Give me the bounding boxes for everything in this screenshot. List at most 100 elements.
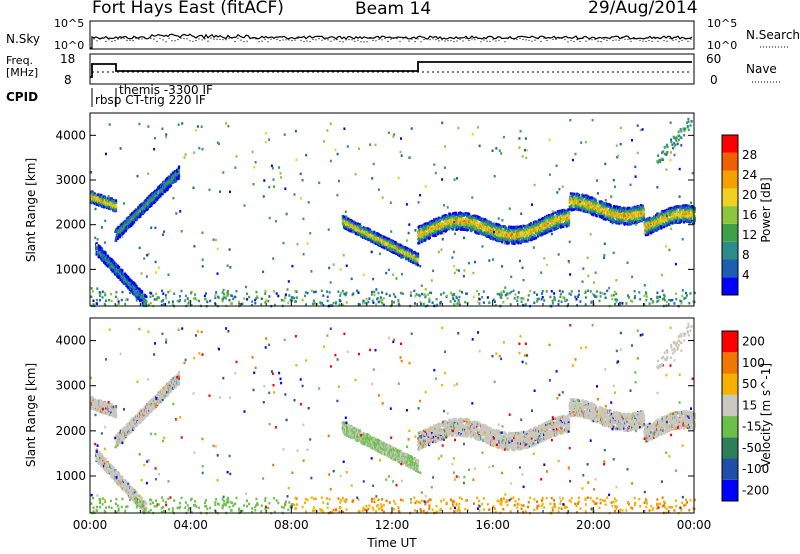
nsearch-dot bbox=[351, 39, 353, 41]
power-echo-cell bbox=[377, 236, 380, 240]
power-echo-cell bbox=[417, 252, 420, 255]
nsearch-dot bbox=[96, 40, 98, 42]
power-echo-cell bbox=[158, 195, 161, 199]
nsearch-dot bbox=[522, 38, 524, 41]
nsearch-dot bbox=[144, 37, 146, 40]
power-echo-cell bbox=[401, 254, 404, 257]
power-echo-cell bbox=[178, 166, 181, 170]
power-echo-cell bbox=[343, 215, 346, 219]
power-echo-cell bbox=[371, 240, 374, 244]
nsearch-dot bbox=[375, 40, 377, 42]
power-echo-cell bbox=[118, 266, 121, 269]
nsearch-dot bbox=[585, 40, 587, 42]
power-echo-cell bbox=[127, 286, 130, 290]
power-echo-cell bbox=[142, 211, 145, 214]
power-echo-cell bbox=[359, 225, 362, 228]
power-echo-cell bbox=[175, 179, 178, 182]
nsearch-dot bbox=[231, 37, 233, 39]
nsearch-dot bbox=[411, 38, 413, 40]
power-echo-cell bbox=[417, 225, 420, 229]
power-echo-cell bbox=[354, 224, 357, 227]
power-echo-cell bbox=[417, 263, 420, 267]
nsearch-dot bbox=[615, 39, 617, 41]
power-echo-cell bbox=[102, 203, 105, 206]
freq-tick-top: 18 bbox=[60, 52, 75, 66]
power-echo-cell bbox=[114, 204, 117, 207]
power-echo-cell bbox=[354, 222, 357, 225]
nsearch-dot bbox=[267, 41, 269, 43]
nsearch-dot bbox=[339, 40, 341, 42]
power-echo-cell bbox=[418, 242, 421, 245]
power-echo-cell bbox=[410, 249, 413, 253]
nsearch-dot bbox=[192, 40, 194, 42]
power-echo-cell bbox=[115, 199, 118, 202]
power-echo-cell bbox=[125, 273, 128, 277]
nsearch-dot bbox=[417, 38, 419, 40]
nsearch-dot bbox=[543, 37, 545, 39]
nsearch-dot bbox=[477, 37, 479, 39]
power-echo-cell bbox=[174, 169, 177, 173]
power-echo-cell bbox=[381, 241, 384, 244]
power-echo-cell bbox=[150, 193, 153, 197]
nsearch-dot bbox=[606, 39, 608, 42]
power-echo-cell bbox=[160, 190, 163, 194]
nsearch-dot bbox=[531, 40, 533, 42]
power-echo-cell bbox=[382, 244, 385, 247]
nsearch-dot bbox=[306, 40, 308, 42]
nsearch-dot bbox=[582, 37, 584, 39]
power-echo-cell bbox=[380, 245, 383, 249]
nsearch-dot bbox=[453, 41, 455, 43]
nsearch-dot bbox=[519, 37, 521, 40]
power-echo-cell bbox=[124, 272, 126, 275]
power-echo-cell bbox=[114, 273, 117, 276]
power-echo-cell bbox=[178, 174, 181, 177]
nsearch-dot bbox=[249, 38, 251, 40]
power-echo-cell bbox=[507, 242, 510, 245]
nsearch-dot bbox=[309, 40, 311, 43]
nsearch-dot bbox=[504, 41, 506, 43]
nsearch-tick-bottom: 10^0 bbox=[707, 39, 737, 52]
power-echo-cell bbox=[346, 220, 349, 223]
power-echo-cell bbox=[416, 257, 419, 261]
power-echo-cell bbox=[351, 223, 354, 227]
nsearch-dot bbox=[567, 41, 569, 43]
nsearch-dot bbox=[408, 40, 410, 42]
power-echo-cell bbox=[90, 192, 93, 195]
nsearch-dot bbox=[555, 38, 557, 41]
nsearch-dot bbox=[198, 38, 200, 40]
nsearch-dot bbox=[135, 37, 137, 39]
power-echo-cell bbox=[589, 206, 592, 209]
nsearch-dot bbox=[381, 39, 383, 41]
power-echo-cell bbox=[133, 221, 136, 224]
nsearch-dot bbox=[468, 39, 470, 42]
date-title: 29/Aug/2014 bbox=[588, 0, 698, 18]
nsearch-dot bbox=[303, 40, 305, 43]
power-echo-cell bbox=[139, 215, 142, 218]
power-echo-cell bbox=[369, 236, 372, 239]
nsearch-dot bbox=[366, 41, 368, 43]
power-echo-cell bbox=[414, 255, 417, 258]
nsearch-dot bbox=[525, 39, 527, 41]
power-echo-cell bbox=[137, 208, 140, 211]
power-echo-cell bbox=[373, 231, 376, 234]
nsearch-dot bbox=[465, 37, 467, 40]
power-echo-cell bbox=[97, 249, 100, 252]
nsearch-dot bbox=[495, 40, 497, 42]
power-echo-cell bbox=[145, 300, 148, 303]
nsearch-dot bbox=[642, 40, 644, 42]
power-echo-cell bbox=[161, 192, 164, 196]
nsearch-dot bbox=[414, 41, 416, 43]
power-echo-cell bbox=[172, 174, 175, 177]
power-echo-cell bbox=[115, 209, 118, 212]
power-echo-cell bbox=[417, 254, 420, 258]
nsearch-dot bbox=[570, 39, 572, 41]
nsearch-dot bbox=[237, 37, 239, 39]
nsearch-dot bbox=[354, 40, 356, 42]
power-echo-cell bbox=[145, 206, 148, 210]
power-echo-cell bbox=[177, 177, 180, 180]
power-echo-cell bbox=[145, 200, 148, 203]
nsearch-dot bbox=[639, 39, 641, 41]
nsearch-dot bbox=[264, 38, 266, 41]
power-echo-cell bbox=[153, 198, 156, 201]
nsearch-dot bbox=[423, 38, 425, 41]
